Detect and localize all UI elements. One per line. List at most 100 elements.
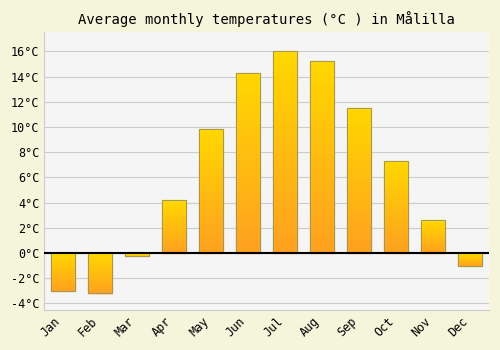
Bar: [310, 119, 334, 123]
Bar: [51, 283, 75, 284]
Bar: [384, 198, 408, 199]
Bar: [88, 274, 112, 275]
Bar: [310, 149, 334, 153]
Bar: [236, 141, 260, 145]
Bar: [347, 247, 372, 250]
Bar: [236, 127, 260, 131]
Bar: [273, 193, 297, 196]
Bar: [88, 259, 112, 260]
Bar: [422, 245, 446, 246]
Bar: [199, 246, 223, 248]
Bar: [88, 258, 112, 259]
Bar: [347, 241, 372, 244]
Bar: [384, 190, 408, 192]
Bar: [236, 148, 260, 152]
Bar: [162, 215, 186, 216]
Bar: [422, 238, 446, 239]
Bar: [310, 104, 334, 107]
Bar: [273, 55, 297, 60]
Bar: [236, 159, 260, 163]
Bar: [88, 283, 112, 284]
Bar: [199, 181, 223, 184]
Bar: [310, 96, 334, 100]
Bar: [384, 237, 408, 238]
Bar: [199, 139, 223, 142]
Bar: [310, 211, 334, 215]
Bar: [162, 246, 186, 247]
Bar: [236, 91, 260, 95]
Bar: [162, 229, 186, 230]
Bar: [236, 94, 260, 98]
Bar: [236, 167, 260, 170]
Bar: [347, 152, 372, 154]
Bar: [310, 169, 334, 173]
Bar: [236, 195, 260, 199]
Bar: [88, 281, 112, 282]
Bar: [162, 233, 186, 234]
Bar: [51, 257, 75, 258]
Bar: [384, 161, 408, 163]
Bar: [273, 132, 297, 136]
Bar: [347, 181, 372, 183]
Bar: [236, 250, 260, 253]
Bar: [384, 225, 408, 227]
Bar: [236, 214, 260, 217]
Bar: [384, 218, 408, 220]
Bar: [384, 172, 408, 174]
Bar: [51, 277, 75, 278]
Bar: [162, 239, 186, 240]
Bar: [88, 263, 112, 264]
Bar: [162, 247, 186, 248]
Bar: [347, 143, 372, 146]
Bar: [236, 102, 260, 105]
Bar: [199, 164, 223, 167]
Bar: [199, 206, 223, 209]
Bar: [422, 228, 446, 229]
Bar: [273, 124, 297, 128]
Bar: [347, 175, 372, 177]
Bar: [422, 232, 446, 233]
Bar: [347, 192, 372, 195]
Bar: [273, 51, 297, 253]
Bar: [310, 203, 334, 207]
Bar: [236, 120, 260, 123]
Bar: [273, 84, 297, 88]
Bar: [51, 279, 75, 280]
Bar: [273, 112, 297, 116]
Bar: [422, 237, 446, 238]
Bar: [310, 245, 334, 249]
Bar: [199, 199, 223, 201]
Bar: [162, 213, 186, 214]
Bar: [199, 157, 223, 159]
Bar: [199, 194, 223, 196]
Bar: [162, 220, 186, 221]
Bar: [422, 252, 446, 253]
Bar: [236, 156, 260, 159]
Bar: [273, 217, 297, 221]
Bar: [199, 201, 223, 204]
Bar: [347, 221, 372, 224]
Bar: [384, 234, 408, 237]
Bar: [199, 214, 223, 216]
Bar: [273, 88, 297, 92]
Bar: [347, 140, 372, 143]
Bar: [88, 292, 112, 293]
Bar: [162, 241, 186, 243]
Bar: [51, 262, 75, 263]
Bar: [199, 231, 223, 233]
Bar: [236, 152, 260, 156]
Bar: [199, 132, 223, 134]
Bar: [273, 156, 297, 160]
Bar: [347, 108, 372, 111]
Bar: [310, 80, 334, 84]
Bar: [199, 130, 223, 132]
Bar: [51, 267, 75, 268]
Bar: [162, 200, 186, 201]
Bar: [347, 244, 372, 247]
Bar: [347, 224, 372, 227]
Bar: [422, 250, 446, 251]
Bar: [273, 237, 297, 241]
Bar: [88, 256, 112, 257]
Bar: [384, 251, 408, 253]
Bar: [51, 258, 75, 259]
